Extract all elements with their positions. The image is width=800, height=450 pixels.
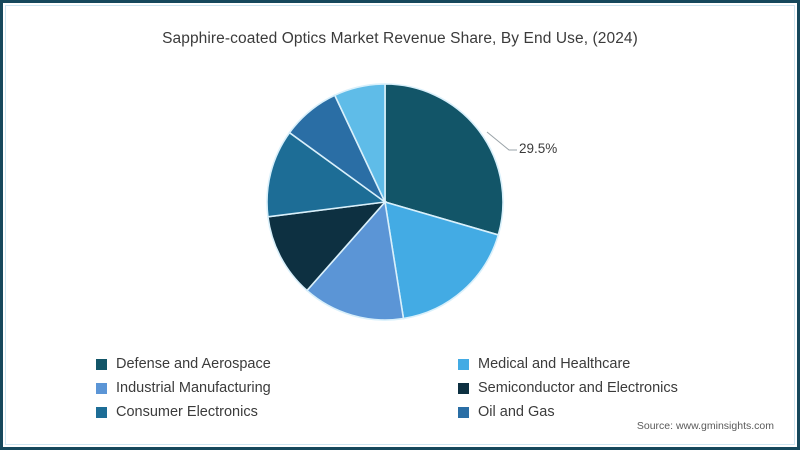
pie-slice[interactable] [384,83,504,236]
pie-chart-svg [266,83,504,321]
legend-item-medical-and-healthcare[interactable]: Medical and Healthcare [458,352,711,376]
pie-slice[interactable] [266,131,388,218]
legend-item-label: Oil and Gas [478,403,555,420]
pie-slice[interactable] [305,200,405,321]
legend-item-industrial-manufacturing[interactable]: Industrial Manufacturing [96,376,458,400]
pie-data-label-defense-and-aerospace: 29.5% [519,141,558,156]
legend-swatch-icon [458,358,469,370]
legend-item-label: Defense and Aerospace [116,355,271,372]
pie-slice-group [266,83,504,321]
pie-chart-plot-area [265,82,505,322]
source-note: Source: www.gminsights.com [636,420,774,432]
legend-item-label: Industrial Manufacturing [116,379,271,396]
pie-slice[interactable] [384,200,500,320]
legend-item-defense-and-aerospace[interactable]: Defense and Aerospace [96,352,458,376]
legend-item-label: Semiconductor and Electronics [478,379,678,396]
legend-item-oil-and-gas[interactable]: Oil and Gas [458,400,711,424]
legend-item-label: Medical and Healthcare [478,355,631,372]
pie-slice[interactable] [333,83,386,203]
legend-item-label: Consumer Electronics [116,403,258,420]
legend-swatch-icon [458,382,469,394]
legend-swatch-icon [458,406,469,418]
legend-swatch-icon [96,382,107,394]
legend-item-semiconductor-and-electronics[interactable]: Semiconductor and Electronics [458,376,711,400]
pie-slice[interactable] [267,200,388,292]
legend-swatch-icon [96,406,107,418]
legend-item-consumer-electronics[interactable]: Consumer Electronics [96,400,458,424]
legend-swatch-icon [96,358,107,370]
chart-title: Sapphire-coated Optics Market Revenue Sh… [162,30,638,47]
chart-legend: Defense and Aerospace Medical and Health… [96,352,711,424]
